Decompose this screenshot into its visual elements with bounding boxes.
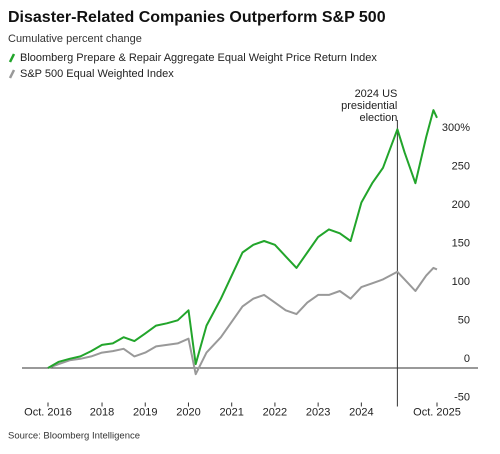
x-tick-label: 2023 [306,406,330,418]
y-tick-label: 100 [452,276,470,288]
x-tick-label: 2018 [90,406,114,418]
series-line [47,266,438,376]
y-tick-label: 50 [458,314,470,326]
chart-subtitle: Cumulative percent change [8,33,142,45]
y-tick-label: -50 [454,391,470,403]
source: Source: Bloomberg Intelligence [8,431,140,442]
y-tick-label: 300% [442,122,470,134]
chart-title: Disaster-Related Companies Outperform S&… [8,9,386,26]
y-tick-label: 150 [452,237,470,249]
legend-label: S&P 500 Equal Weighted Index [20,68,174,80]
x-tick-label: 2020 [176,406,200,418]
y-tick-label: 200 [452,199,470,211]
series-line [47,109,438,369]
legend-swatch [8,69,16,79]
x-tick-label: Oct. 2025 [413,406,461,418]
x-tick-label: 2021 [219,406,243,418]
legend-swatch [8,53,16,63]
annotation-label: election [359,112,397,124]
y-tick-label: 0 [464,353,470,365]
x-tick-label: 2024 [349,406,373,418]
x-tick-label: 2019 [133,406,157,418]
annotation-label: 2024 US [355,88,398,100]
annotation-label: presidential [341,100,397,112]
y-tick-label: 250 [452,160,470,172]
x-tick-label: 2022 [263,406,287,418]
x-tick-label: Oct. 2016 [24,406,72,418]
legend-label: Bloomberg Prepare & Repair Aggregate Equ… [20,52,377,64]
